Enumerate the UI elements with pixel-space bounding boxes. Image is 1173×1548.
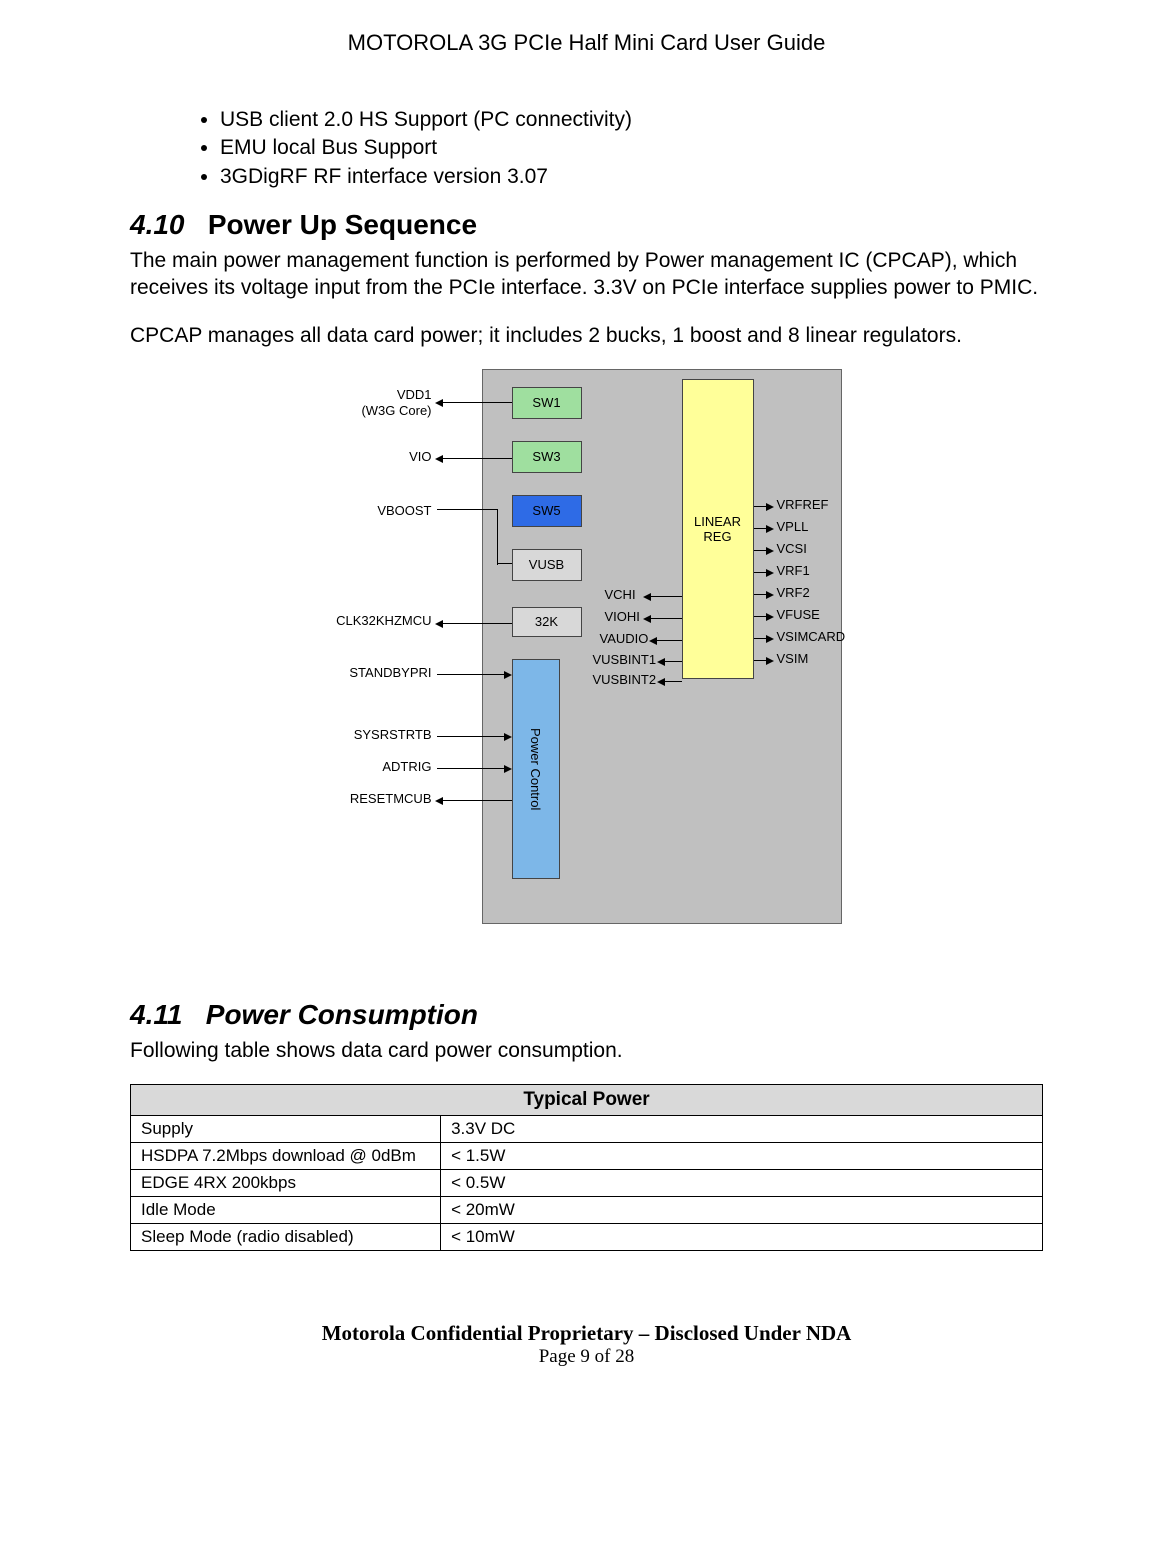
label-sysrst: SYSRSTRTB xyxy=(267,727,432,742)
paragraph: Following table shows data card power co… xyxy=(130,1037,1043,1064)
cell-val: < 0.5W xyxy=(441,1170,1043,1197)
block-sw1: SW1 xyxy=(512,387,582,419)
linreg-line2: REG xyxy=(703,529,731,544)
label-vboost: VBOOST xyxy=(267,503,432,518)
section-title: Power Consumption xyxy=(206,999,478,1030)
arrow-right-icon xyxy=(754,591,774,599)
arrow-right-icon xyxy=(437,733,512,741)
bullet-item: EMU local Bus Support xyxy=(220,134,1043,162)
section-title: Power Up Sequence xyxy=(208,209,477,240)
table-header: Typical Power xyxy=(131,1085,1043,1116)
arrow-left-icon xyxy=(643,593,682,601)
arrow-left-icon xyxy=(435,399,512,407)
bullet-item: 3GDigRF RF interface version 3.07 xyxy=(220,163,1043,191)
arrow-left-icon xyxy=(435,455,512,463)
cell-key: Sleep Mode (radio disabled) xyxy=(131,1224,441,1251)
arrow-right-icon xyxy=(754,569,774,577)
table-row: Supply 3.3V DC xyxy=(131,1116,1043,1143)
line-icon xyxy=(497,509,498,565)
label-vfuse: VFUSE xyxy=(777,607,820,622)
confidential-notice: Motorola Confidential Proprietary – Disc… xyxy=(130,1321,1043,1346)
section-number: 4.11 xyxy=(130,999,182,1030)
label-vrfref: VRFREF xyxy=(777,497,829,512)
arrow-left-icon xyxy=(657,678,682,686)
section-4-10-heading: 4.10 Power Up Sequence xyxy=(130,209,1043,241)
arrow-left-icon xyxy=(643,615,682,623)
cell-key: Supply xyxy=(131,1116,441,1143)
arrow-right-icon xyxy=(754,547,774,555)
arrow-right-icon xyxy=(754,657,774,665)
page-footer: Motorola Confidential Proprietary – Disc… xyxy=(130,1321,1043,1368)
label-vpll: VPLL xyxy=(777,519,809,534)
label-vrf1: VRF1 xyxy=(777,563,810,578)
label-vcsi: VCSI xyxy=(777,541,807,556)
label-clk32: CLK32KHZMCU xyxy=(267,613,432,628)
linreg-line1: LINEAR xyxy=(694,514,741,529)
cell-key: HSDPA 7.2Mbps download @ 0dBm xyxy=(131,1143,441,1170)
label-vsim: VSIM xyxy=(777,651,809,666)
paragraph: The main power management function is pe… xyxy=(130,247,1043,302)
arrow-left-icon xyxy=(657,658,682,666)
label-reset: RESETMCUB xyxy=(267,791,432,806)
feature-bullets: USB client 2.0 HS Support (PC connectivi… xyxy=(220,106,1043,191)
block-power-control: Power Control xyxy=(512,659,560,879)
label-vaudio: VAUDIO xyxy=(600,631,649,646)
table-row: EDGE 4RX 200kbps < 0.5W xyxy=(131,1170,1043,1197)
section-number: 4.10 xyxy=(130,209,185,240)
bullet-item: USB client 2.0 HS Support (PC connectivi… xyxy=(220,106,1043,134)
line-icon xyxy=(437,509,497,510)
page-number: Page 9 of 28 xyxy=(130,1346,1043,1368)
block-32k: 32K xyxy=(512,607,582,637)
arrow-left-icon xyxy=(649,637,682,645)
arrow-right-icon xyxy=(754,613,774,621)
arrow-right-icon xyxy=(437,765,512,773)
table-row: Sleep Mode (radio disabled) < 10mW xyxy=(131,1224,1043,1251)
cell-key: Idle Mode xyxy=(131,1197,441,1224)
label-vio: VIO xyxy=(267,449,432,464)
cell-key: EDGE 4RX 200kbps xyxy=(131,1170,441,1197)
block-vusb: VUSB xyxy=(512,549,582,581)
arrow-right-icon xyxy=(754,525,774,533)
label-vrf2: VRF2 xyxy=(777,585,810,600)
cell-val: 3.3V DC xyxy=(441,1116,1043,1143)
paragraph: CPCAP manages all data card power; it in… xyxy=(130,322,1043,349)
arrow-right-icon xyxy=(754,503,774,511)
table-row: Idle Mode < 20mW xyxy=(131,1197,1043,1224)
cell-val: < 10mW xyxy=(441,1224,1043,1251)
cell-val: < 1.5W xyxy=(441,1143,1043,1170)
block-sw5: SW5 xyxy=(512,495,582,527)
block-linear-reg: LINEAR REG xyxy=(682,379,754,679)
arrow-left-icon xyxy=(435,797,512,805)
page-header: MOTOROLA 3G PCIe Half Mini Card User Gui… xyxy=(130,30,1043,56)
label-vusbint2: VUSBINT2 xyxy=(593,672,657,687)
power-diagram: SW1 SW3 SW5 VUSB 32K Power Control LINEA… xyxy=(130,369,1043,939)
arrow-right-icon xyxy=(754,635,774,643)
label-vusbint1: VUSBINT1 xyxy=(593,652,657,667)
label-vdd1: VDD1 xyxy=(267,387,432,402)
cell-val: < 20mW xyxy=(441,1197,1043,1224)
section-4-11-heading: 4.11 Power Consumption xyxy=(130,999,1043,1031)
line-icon xyxy=(497,563,512,564)
label-adtrig: ADTRIG xyxy=(267,759,432,774)
label-vchi: VCHI xyxy=(605,587,636,602)
label-standby: STANDBYPRI xyxy=(267,665,432,680)
label-vsimcard: VSIMCARD xyxy=(777,629,846,644)
arrow-left-icon xyxy=(435,620,512,628)
label-viohi: VIOHI xyxy=(605,609,640,624)
label-vdd1b: (W3G Core) xyxy=(267,403,432,418)
arrow-right-icon xyxy=(437,671,512,679)
typical-power-table: Typical Power Supply 3.3V DC HSDPA 7.2Mb… xyxy=(130,1084,1043,1251)
block-sw3: SW3 xyxy=(512,441,582,473)
table-row: HSDPA 7.2Mbps download @ 0dBm < 1.5W xyxy=(131,1143,1043,1170)
